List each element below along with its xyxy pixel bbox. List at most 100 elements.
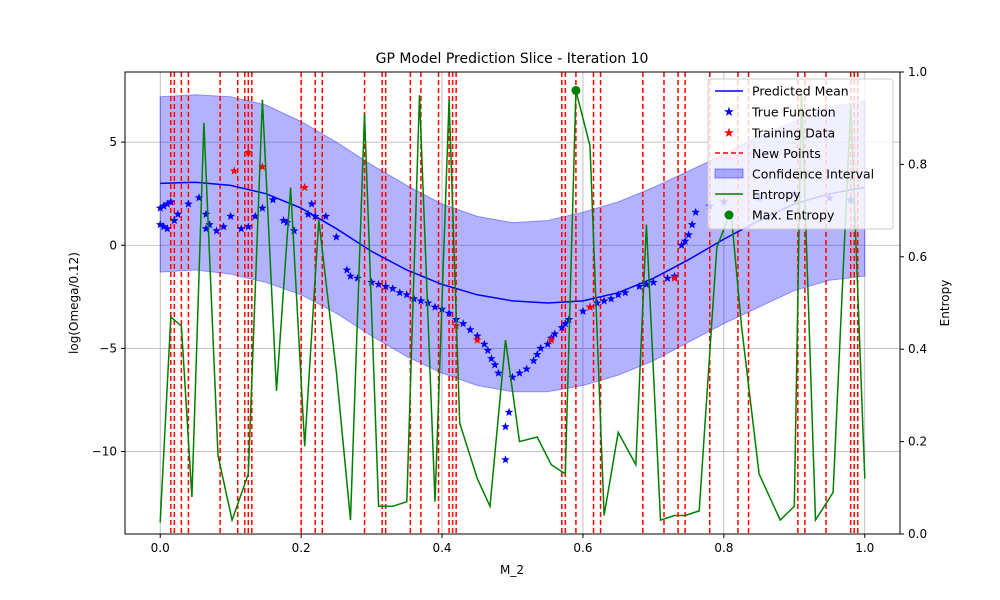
true-function-point bbox=[494, 368, 503, 377]
y-axis-label: log(Omega/0.12) bbox=[67, 252, 81, 354]
true-function-point bbox=[487, 354, 496, 363]
true-function-point bbox=[529, 356, 538, 365]
true-function-point bbox=[416, 296, 426, 305]
true-function-point bbox=[289, 226, 299, 235]
x-axis-ticks: 0.0 0.2 0.4 0.6 0.8 1.0 bbox=[151, 534, 874, 555]
true-function-point bbox=[504, 407, 514, 416]
y-axis-ticks: −10 −5 0 5 bbox=[92, 135, 125, 459]
true-function-point bbox=[395, 288, 405, 297]
true-function-point bbox=[282, 218, 292, 227]
plot-border bbox=[124, 71, 901, 535]
true-function-point bbox=[691, 207, 700, 216]
y-tick-label: 0 bbox=[109, 238, 117, 252]
true-function-point bbox=[346, 271, 355, 280]
entropy-line-path bbox=[159, 90, 866, 523]
true-function-point bbox=[268, 195, 278, 204]
true-function-point bbox=[258, 203, 267, 212]
legend: Predicted Mean ★ True Function ★ Trainin… bbox=[707, 78, 894, 230]
y-tick-label: −5 bbox=[99, 341, 117, 355]
y2-tick-label: 1.0 bbox=[908, 65, 927, 79]
true-function-point bbox=[163, 224, 172, 233]
true-function-point bbox=[163, 199, 172, 208]
legend-label-predicted-mean: Predicted Mean bbox=[752, 84, 849, 99]
true-function-point bbox=[321, 211, 331, 220]
true-function-point bbox=[374, 279, 383, 289]
true-function-point bbox=[155, 220, 165, 229]
y2-tick-label: 0.6 bbox=[908, 250, 927, 264]
true-function-point bbox=[166, 197, 176, 206]
true-function-point bbox=[501, 422, 510, 431]
true-function-point bbox=[184, 199, 193, 208]
true-function-point bbox=[205, 220, 214, 229]
true-function-point bbox=[279, 216, 288, 225]
legend-label-max-entropy: Max. Entropy bbox=[752, 208, 835, 223]
true-function-point bbox=[480, 339, 489, 348]
true-function-point bbox=[244, 222, 253, 231]
training-data-point bbox=[229, 166, 239, 175]
true-function-point bbox=[557, 323, 567, 332]
true-function-point bbox=[684, 230, 693, 239]
y-tick-label: −10 bbox=[92, 445, 117, 459]
legend-label-true-function: True Function bbox=[751, 105, 836, 120]
y2-tick-label: 0.4 bbox=[908, 342, 927, 356]
x-tick-label: 0.8 bbox=[714, 541, 733, 555]
true-function-point bbox=[402, 290, 412, 299]
legend-label-confidence-interval: Confidence Interval bbox=[752, 167, 874, 182]
true-function-point bbox=[522, 364, 531, 373]
legend-swatch-training-data: ★ bbox=[723, 126, 735, 141]
true-function-point bbox=[677, 240, 686, 249]
true-function-point bbox=[543, 339, 552, 348]
true-function-point bbox=[310, 211, 320, 220]
y2-tick-label: 0.8 bbox=[908, 157, 927, 171]
true-function-point bbox=[226, 211, 235, 220]
true-function-point bbox=[592, 298, 602, 307]
true-function-point bbox=[303, 209, 313, 218]
true-function-point bbox=[473, 331, 482, 340]
training-data-point bbox=[258, 162, 267, 171]
true-function-point bbox=[642, 279, 651, 289]
legend-swatch-max-entropy bbox=[724, 210, 734, 220]
entropy-line bbox=[159, 90, 866, 523]
true-function-point bbox=[212, 226, 221, 235]
true-function-point bbox=[353, 273, 362, 282]
true-function-point bbox=[251, 211, 260, 220]
true-function-point bbox=[444, 308, 454, 317]
legend-label-entropy: Entropy bbox=[752, 187, 801, 202]
training-data-point bbox=[585, 302, 595, 311]
true-function-point bbox=[342, 265, 352, 274]
true-function-point bbox=[578, 306, 588, 315]
true-function-point bbox=[649, 277, 658, 286]
true-function-point bbox=[173, 209, 183, 218]
true-function-point bbox=[458, 319, 468, 328]
y2-axis-ticks: 0.0 0.2 0.4 0.6 0.8 1.0 bbox=[900, 65, 927, 541]
true-function-point bbox=[430, 302, 440, 311]
true-function-point bbox=[483, 345, 493, 355]
true-function-point bbox=[680, 236, 690, 245]
confidence-interval bbox=[159, 94, 866, 393]
legend-label-training-data: Training Data bbox=[751, 126, 835, 141]
true-function-point bbox=[501, 455, 510, 464]
y-tick-label: 5 bbox=[109, 135, 117, 149]
true-function-point bbox=[550, 329, 560, 338]
true-function-point bbox=[170, 216, 179, 225]
legend-box bbox=[707, 78, 894, 230]
max-entropy-point bbox=[571, 85, 581, 95]
y2-axis-label: Entropy bbox=[938, 280, 952, 327]
true-function-point bbox=[237, 224, 246, 233]
true-function-point bbox=[194, 193, 204, 202]
true-function-point bbox=[620, 288, 630, 297]
training-data-point bbox=[300, 183, 309, 192]
x-tick-label: 0.0 bbox=[151, 541, 170, 555]
true-function-point bbox=[307, 199, 316, 208]
training-data-point bbox=[473, 335, 482, 344]
true-function-point bbox=[381, 282, 390, 291]
true-function-point bbox=[155, 203, 165, 212]
x-tick-label: 1.0 bbox=[855, 541, 874, 555]
x-axis-label: M_2 bbox=[500, 563, 524, 577]
true-function-point bbox=[201, 209, 211, 218]
y2-tick-label: 0.0 bbox=[908, 527, 927, 541]
true-function-point bbox=[219, 222, 228, 231]
legend-swatch-true-function: ★ bbox=[723, 105, 735, 120]
true-function-point bbox=[635, 282, 644, 291]
